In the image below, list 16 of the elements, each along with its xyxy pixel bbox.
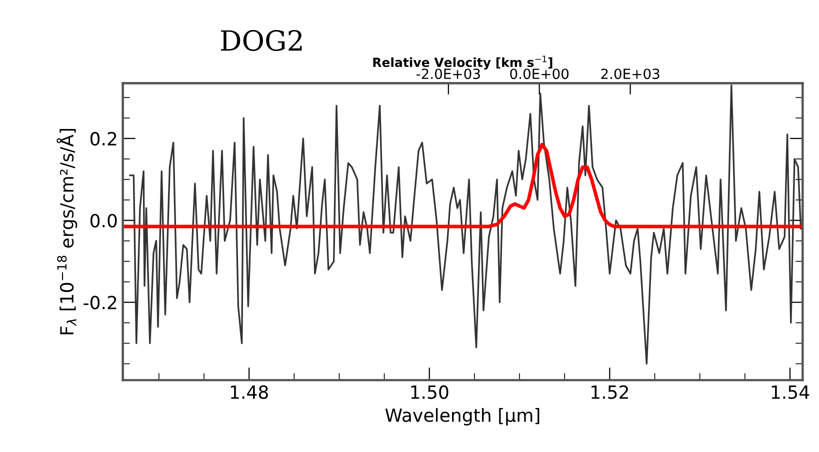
- x-axis-title: Wavelength [μm]: [385, 408, 540, 426]
- x2-axis-title: Relative Velocity [km s$^{−1}$]: [373, 56, 552, 70]
- x2-tick-label: 2.0E+03: [601, 68, 660, 80]
- line-series: [129, 84, 802, 365]
- x-tick-label: 1.54: [772, 386, 810, 399]
- x-tick-label: 1.50: [411, 385, 448, 399]
- y-axis-title: F$_{λ}$ [10$^{−18}$ ergs/cm²/s/Å]: [56, 128, 78, 334]
- x2-tick-label: 0.0E+00: [510, 68, 569, 80]
- y-tick-label: 0.0: [90, 214, 117, 228]
- chart-title: DOG2: [221, 30, 302, 51]
- x-tick-label: 1.52: [592, 385, 628, 399]
- x2-tick-label: -2.0E+03: [416, 68, 480, 80]
- y-tick-label: 0.2: [90, 132, 116, 146]
- x-tick-label: 1.48: [230, 385, 268, 399]
- y-tick-label: -0.2: [84, 296, 116, 310]
- line-series: [122, 142, 803, 228]
